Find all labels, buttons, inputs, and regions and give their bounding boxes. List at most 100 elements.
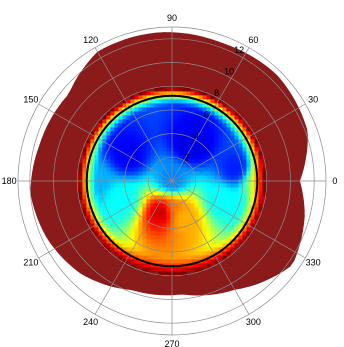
heat-cell: [122, 255, 127, 260]
heat-cell: [186, 247, 191, 252]
heat-cell: [134, 215, 139, 220]
heat-cell: [122, 235, 127, 240]
heat-cell: [178, 87, 183, 92]
heat-cell: [202, 239, 207, 244]
heat-cell: [178, 191, 183, 196]
heat-cell: [170, 167, 175, 172]
heat-cell: [194, 103, 199, 108]
heat-cell: [158, 139, 163, 144]
heat-cell: [186, 147, 191, 152]
heat-cell: [182, 107, 187, 112]
heat-cell: [114, 215, 119, 220]
heat-cell: [138, 115, 143, 120]
angular-gridline: [171, 47, 250, 182]
heat-cell: [166, 147, 171, 152]
heat-cell: [222, 115, 227, 120]
heat-cell: [150, 159, 155, 164]
heat-cell: [182, 211, 187, 216]
heat-cell: [178, 223, 183, 228]
heat-cell: [138, 207, 143, 212]
heat-cell: [230, 183, 235, 188]
heat-cell: [258, 183, 263, 188]
heat-cell: [110, 219, 115, 224]
heat-cell: [170, 187, 175, 192]
heat-cell: [106, 127, 111, 132]
heat-cell: [214, 239, 219, 244]
heat-cell: [250, 179, 255, 184]
heat-cell: [214, 159, 219, 164]
heat-cell: [222, 203, 227, 208]
heat-cell: [150, 171, 155, 176]
heat-cell: [206, 131, 211, 136]
heat-cell: [190, 247, 195, 252]
heat-cell: [146, 107, 151, 112]
heat-cell: [106, 147, 111, 152]
heat-cell: [194, 235, 199, 240]
heat-cell: [242, 151, 247, 156]
heat-cell: [218, 111, 223, 116]
heat-cell: [102, 215, 107, 220]
heat-cell: [130, 227, 135, 232]
heat-cell: [114, 199, 119, 204]
heat-cell: [258, 195, 263, 200]
heat-cell: [90, 131, 95, 136]
heat-cell: [182, 135, 187, 140]
heat-cell: [118, 187, 123, 192]
heat-cell: [146, 139, 151, 144]
heat-cell: [166, 127, 171, 132]
heat-cell: [178, 139, 183, 144]
heat-cell: [206, 227, 211, 232]
heat-cell: [90, 199, 95, 204]
heat-cell: [182, 163, 187, 168]
heat-cell: [234, 131, 239, 136]
heat-cell: [190, 191, 195, 196]
heat-cell: [154, 231, 159, 236]
heat-cell: [110, 159, 115, 164]
heat-cell: [222, 175, 227, 180]
heat-cell: [226, 147, 231, 152]
heat-cell: [98, 147, 103, 152]
heat-cell: [142, 235, 147, 240]
heat-cell: [162, 267, 167, 272]
heat-cell: [202, 179, 207, 184]
heat-cell: [154, 191, 159, 196]
heat-cell: [186, 139, 191, 144]
heat-cell: [142, 163, 147, 168]
heat-cell: [222, 211, 227, 216]
heat-cell: [230, 227, 235, 232]
heat-cell: [118, 191, 123, 196]
heat-cell: [118, 123, 123, 128]
heat-cell: [150, 187, 155, 192]
heat-cell: [182, 99, 187, 104]
heat-cell: [226, 215, 231, 220]
heat-cell: [150, 243, 155, 248]
heat-cell: [206, 111, 211, 116]
heat-cell: [118, 155, 123, 160]
heat-cell: [190, 135, 195, 140]
heat-cell: [230, 115, 235, 120]
heat-cell: [126, 107, 131, 112]
heat-cell: [234, 143, 239, 148]
heat-cell: [126, 231, 131, 236]
heat-cell: [130, 139, 135, 144]
heat-cell: [186, 131, 191, 136]
heat-cell: [166, 219, 171, 224]
heat-cell: [170, 159, 175, 164]
heat-cell: [214, 119, 219, 124]
heat-cell: [198, 107, 203, 112]
heat-cell: [174, 195, 179, 200]
heat-cell: [126, 255, 131, 260]
heat-cell: [118, 151, 123, 156]
heat-cell: [234, 239, 239, 244]
heat-cell: [238, 227, 243, 232]
heat-cell: [194, 247, 199, 252]
heat-cell: [190, 207, 195, 212]
heat-cell: [150, 259, 155, 264]
heat-cell: [218, 179, 223, 184]
heat-cell: [94, 143, 99, 148]
heat-cell: [182, 259, 187, 264]
heat-cell: [102, 115, 107, 120]
heat-cell: [118, 131, 123, 136]
heat-cell: [90, 139, 95, 144]
heat-cell: [218, 199, 223, 204]
